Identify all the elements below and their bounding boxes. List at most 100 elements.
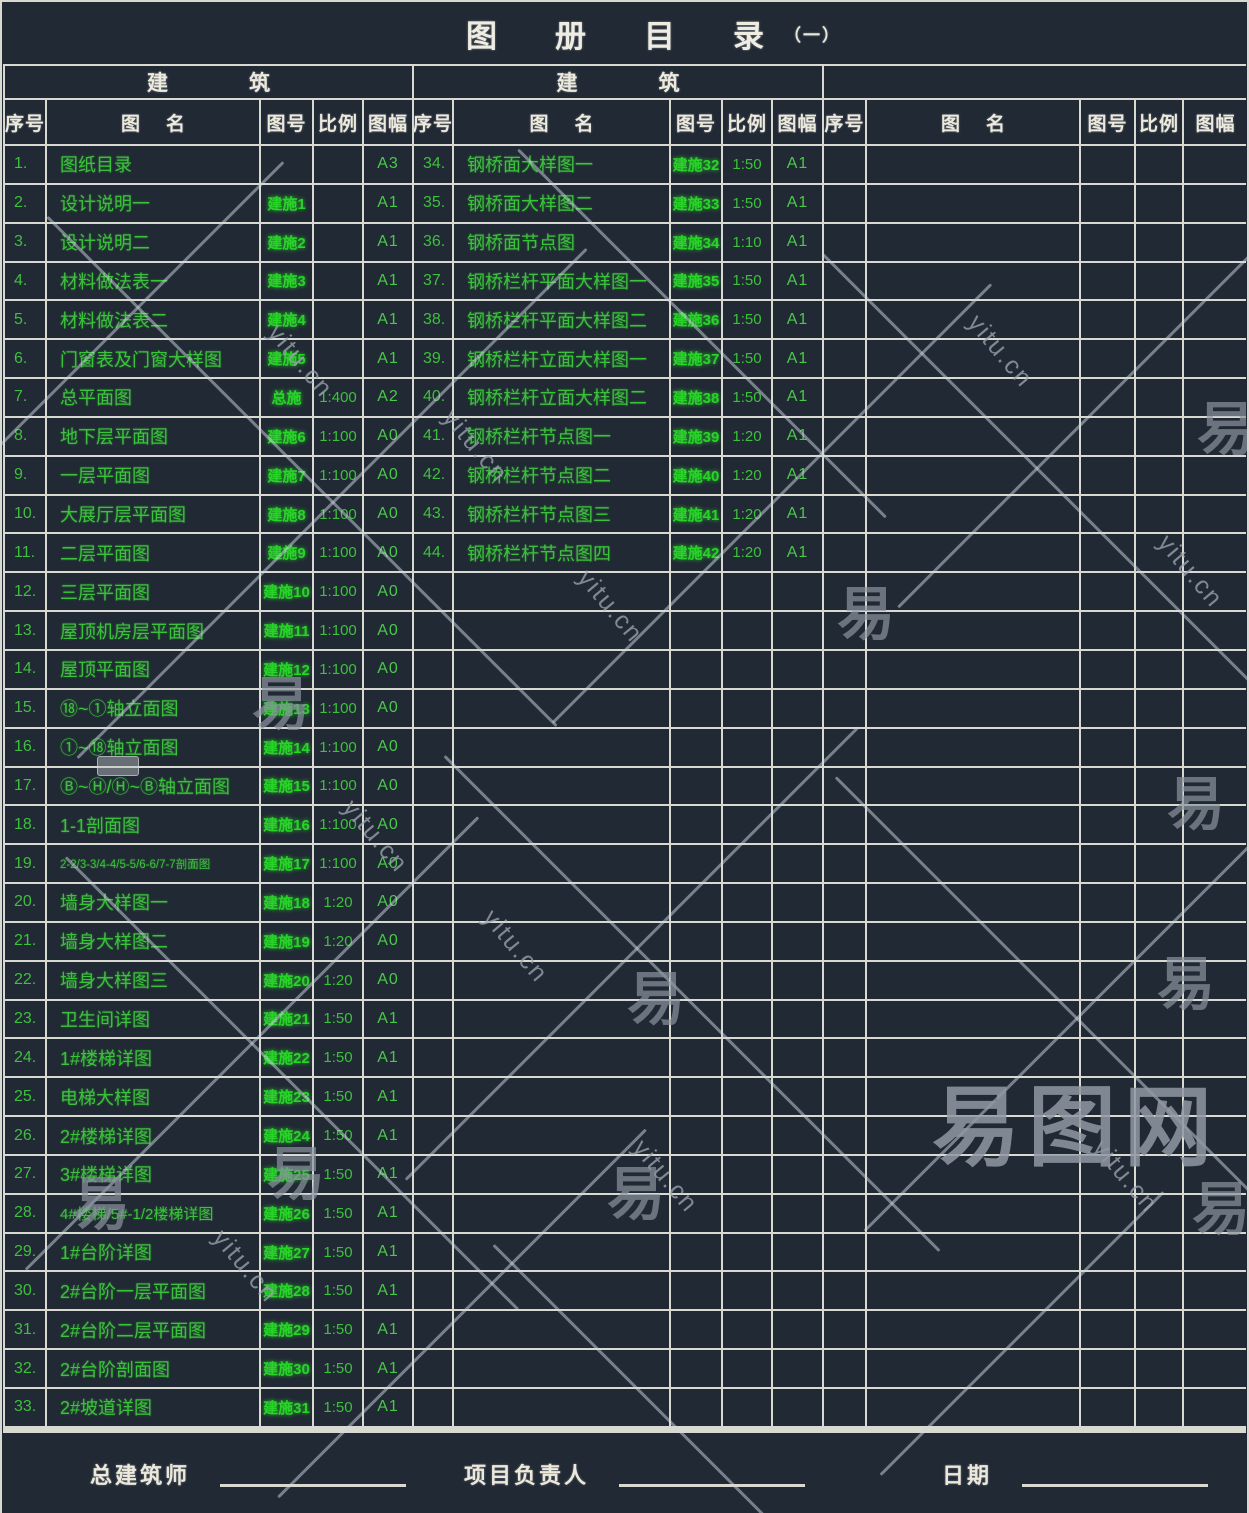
seq-cell [414, 1078, 452, 1116]
drawing-scale-cell [723, 922, 771, 960]
drawing-scale-cell [723, 1155, 771, 1193]
drawing-name-cell [454, 961, 669, 999]
seq-cell: 11. [5, 534, 45, 572]
seq-cell: 26. [5, 1117, 45, 1154]
drawing-name-cell [867, 922, 1079, 960]
drawing-code-cell: 建施21 [261, 1000, 312, 1038]
drawing-name-cell [454, 1078, 669, 1116]
drawing-code-cell [671, 1078, 721, 1116]
drawing-name-cell: 设计说明二 [47, 223, 259, 261]
drawing-name-cell: 2#台阶一层平面图 [47, 1272, 259, 1310]
drawing-name-cell: 一层平面图 [47, 456, 259, 494]
drawing-name-cell: 地下层平面图 [47, 417, 259, 455]
column-header-scale: 比例 [723, 100, 771, 144]
drawing-name-cell [867, 884, 1079, 921]
drawing-code-cell [1081, 456, 1134, 494]
drawing-name-cell: Ⓑ~Ⓗ/Ⓗ~Ⓑ轴立面图 [47, 767, 259, 805]
drawing-scale-cell [1136, 223, 1182, 261]
drawing-scale-cell: 1:50 [314, 1194, 362, 1232]
drawing-code-cell [671, 1272, 721, 1310]
drawing-name-cell [454, 767, 669, 805]
drawing-code-cell: 建施22 [261, 1039, 312, 1077]
drawing-scale-cell [723, 650, 771, 688]
date-field: 日期 [942, 1458, 1209, 1490]
seq-cell [824, 612, 865, 649]
seq-cell: 1. [5, 146, 45, 183]
drawing-scale-cell [723, 1039, 771, 1077]
date-signature-line [1022, 1484, 1209, 1487]
drawing-name-cell [867, 1117, 1079, 1154]
drawing-name-cell: 钢桥面节点图 [454, 223, 669, 261]
drawing-code-cell: 建施9 [261, 534, 312, 572]
drawing-code-cell [1081, 689, 1134, 727]
drawing-name-cell: 门窗表及门窗大样图 [47, 340, 259, 378]
drawing-name-cell [867, 184, 1079, 222]
drawing-scale-cell [1136, 1039, 1182, 1077]
drawing-code-cell: 建施14 [261, 728, 312, 766]
drawing-scale-cell [1136, 1389, 1182, 1426]
seq-cell [824, 456, 865, 494]
sheet-size-cell [1184, 1272, 1247, 1310]
drawing-scale-cell [723, 1389, 771, 1426]
sheet-size-cell: A1 [773, 456, 822, 494]
sheet-size-cell [1184, 1311, 1247, 1349]
drawing-name-cell [454, 689, 669, 727]
drawing-code-cell: 建施7 [261, 456, 312, 494]
drawing-scale-cell: 1:100 [314, 534, 362, 572]
drawing-name-cell [454, 612, 669, 649]
seq-cell: 36. [414, 223, 452, 261]
sheet-size-cell: A1 [364, 1117, 412, 1154]
drawing-name-cell [867, 495, 1079, 533]
sheet-size-cell [1184, 1039, 1247, 1077]
sheet-size-cell [1184, 573, 1247, 611]
drawing-name-cell: 卫生间详图 [47, 1000, 259, 1038]
sheet-size-cell [773, 767, 822, 805]
drawing-code-cell [671, 922, 721, 960]
seq-cell [414, 1389, 452, 1426]
drawing-code-cell: 建施17 [261, 845, 312, 883]
drawing-code-cell: 建施10 [261, 573, 312, 611]
sheet-size-cell [773, 612, 822, 649]
seq-cell [414, 1194, 452, 1232]
drawing-name-cell [454, 1233, 669, 1271]
sheet-size-cell [1184, 495, 1247, 533]
group-header-blank [824, 66, 1247, 98]
drawing-name-cell [454, 1000, 669, 1038]
sheet-size-cell: A1 [364, 1350, 412, 1387]
seq-cell [824, 340, 865, 378]
drawing-name-cell [867, 1078, 1079, 1116]
drawing-name-cell [867, 1194, 1079, 1232]
column-header-seq: 序号 [414, 100, 452, 144]
drawing-code-cell: 建施3 [261, 262, 312, 300]
drawing-code-cell [1081, 1000, 1134, 1038]
sheet-size-cell: A1 [773, 379, 822, 416]
column-header-seq: 序号 [5, 100, 45, 144]
seq-cell [824, 379, 865, 416]
seq-cell [414, 1233, 452, 1271]
drawing-code-cell [1081, 417, 1134, 455]
drawing-scale-cell [723, 1311, 771, 1349]
drawing-name-cell: 钢桥栏杆节点图一 [454, 417, 669, 455]
sheet-size-cell: A1 [364, 301, 412, 339]
sheet-size-cell [1184, 961, 1247, 999]
drawing-scale-cell [1136, 728, 1182, 766]
drawing-scale-cell [723, 961, 771, 999]
drawing-scale-cell [723, 1078, 771, 1116]
drawing-code-cell: 建施42 [671, 534, 721, 572]
seq-cell [414, 806, 452, 844]
drawing-code-cell: 建施23 [261, 1078, 312, 1116]
drawing-code-cell [671, 1389, 721, 1426]
drawing-code-cell [671, 1194, 721, 1232]
seq-cell [414, 689, 452, 727]
sheet-size-cell [1184, 534, 1247, 572]
seq-cell [824, 262, 865, 300]
drawing-code-cell [1081, 1389, 1134, 1426]
sheet-size-cell: A0 [364, 922, 412, 960]
drawing-code-cell: 建施27 [261, 1233, 312, 1271]
drawing-scale-cell [1136, 262, 1182, 300]
seq-cell: 44. [414, 534, 452, 572]
drawing-name-cell [454, 922, 669, 960]
sheet-size-cell [1184, 184, 1247, 222]
seq-cell [414, 650, 452, 688]
column-header-code: 图号 [671, 100, 721, 144]
